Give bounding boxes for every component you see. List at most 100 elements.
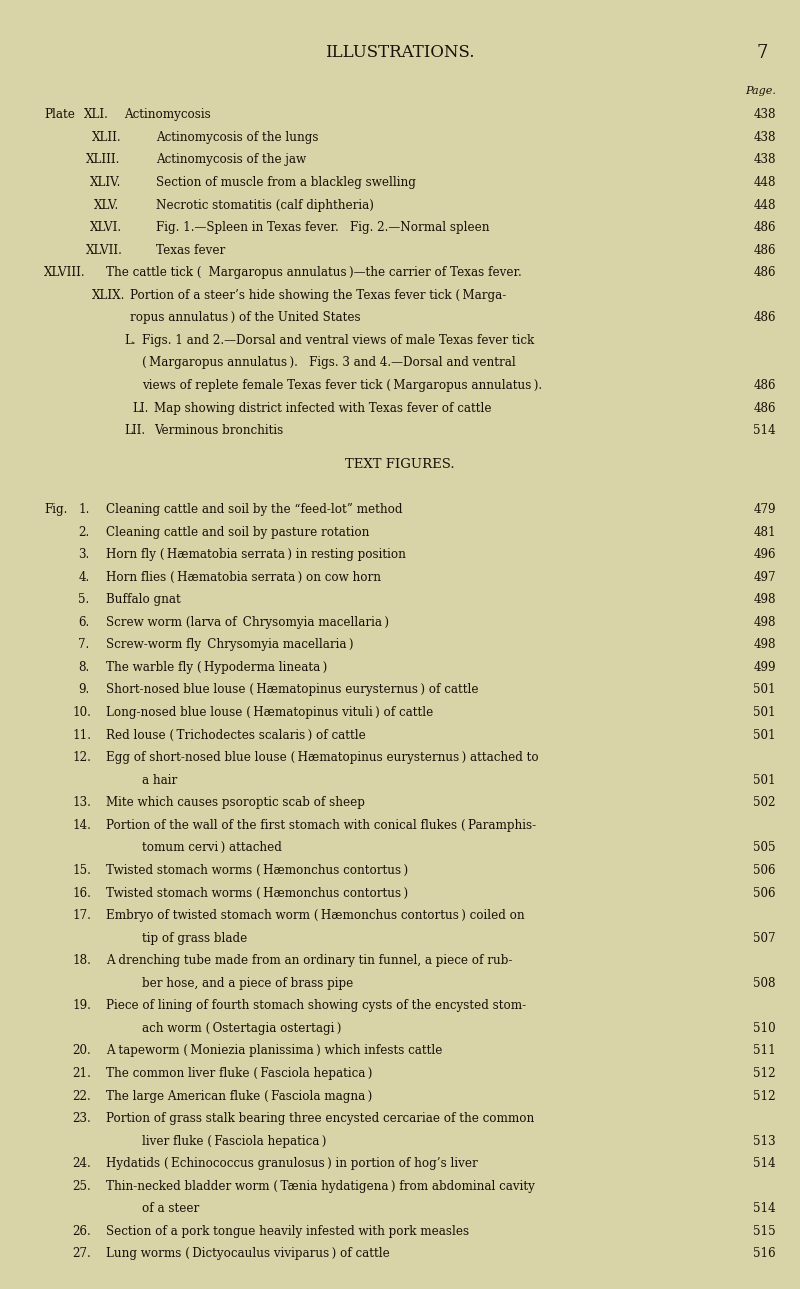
Text: 486: 486 [754,220,776,235]
Text: 512: 512 [754,1089,776,1102]
Text: Red louse ( Trichodectes scalaris ) of cattle: Red louse ( Trichodectes scalaris ) of c… [106,728,366,741]
Text: XLIV.: XLIV. [90,175,121,189]
Text: 510: 510 [754,1022,776,1035]
Text: 506: 506 [754,864,776,877]
Text: Fig. 1.—Spleen in Texas fever.   Fig. 2.—Normal spleen: Fig. 1.—Spleen in Texas fever. Fig. 2.—N… [156,220,490,235]
Text: 22.: 22. [72,1089,90,1102]
Text: Page.: Page. [745,86,776,97]
Text: 14.: 14. [72,819,91,831]
Text: 496: 496 [754,548,776,561]
Text: 497: 497 [754,571,776,584]
Text: LII.: LII. [124,424,145,437]
Text: 486: 486 [754,311,776,325]
Text: Piece of lining of fourth stomach showing cysts of the encysted stom-: Piece of lining of fourth stomach showin… [106,999,526,1012]
Text: Necrotic stomatitis (calf diphtheria): Necrotic stomatitis (calf diphtheria) [156,199,374,211]
Text: 27.: 27. [72,1248,90,1261]
Text: ( Margaropus annulatus ).   Figs. 3 and 4.—Dorsal and ventral: ( Margaropus annulatus ). Figs. 3 and 4.… [142,356,516,370]
Text: Twisted stomach worms ( Hæmonchus contortus ): Twisted stomach worms ( Hæmonchus contor… [106,864,409,877]
Text: 448: 448 [754,175,776,189]
Text: 21.: 21. [72,1067,91,1080]
Text: 479: 479 [754,503,776,516]
Text: Hydatids ( Echinococcus granulosus ) in portion of hog’s liver: Hydatids ( Echinococcus granulosus ) in … [106,1158,478,1170]
Text: Short-nosed blue louse ( Hæmatopinus eurysternus ) of cattle: Short-nosed blue louse ( Hæmatopinus eur… [106,683,479,696]
Text: Thin-necked bladder worm ( Tænia hydatigena ) from abdominal cavity: Thin-necked bladder worm ( Tænia hydatig… [106,1179,535,1192]
Text: 18.: 18. [72,954,91,967]
Text: 24.: 24. [72,1158,90,1170]
Text: The large American fluke ( Fasciola magna ): The large American fluke ( Fasciola magn… [106,1089,373,1102]
Text: 17.: 17. [72,909,91,922]
Text: Verminous bronchitis: Verminous bronchitis [154,424,284,437]
Text: XLVIII.: XLVIII. [44,266,86,280]
Text: a hair: a hair [142,773,178,786]
Text: Texas fever: Texas fever [156,244,226,257]
Text: Actinomycosis of the jaw: Actinomycosis of the jaw [156,153,306,166]
Text: 499: 499 [754,661,776,674]
Text: Screw worm (larva of  Chrysomyia macellaria ): Screw worm (larva of Chrysomyia macellar… [106,616,390,629]
Text: Fig.: Fig. [44,503,67,516]
Text: 486: 486 [754,244,776,257]
Text: Egg of short-nosed blue louse ( Hæmatopinus eurysternus ) attached to: Egg of short-nosed blue louse ( Hæmatopi… [106,751,539,764]
Text: Map showing district infected with Texas fever of cattle: Map showing district infected with Texas… [154,401,492,415]
Text: 486: 486 [754,266,776,280]
Text: 486: 486 [754,401,776,415]
Text: The warble fly ( Hypoderma lineata ): The warble fly ( Hypoderma lineata ) [106,661,328,674]
Text: XLVII.: XLVII. [86,244,123,257]
Text: Actinomycosis of the lungs: Actinomycosis of the lungs [156,130,318,144]
Text: 514: 514 [754,424,776,437]
Text: Actinomycosis: Actinomycosis [124,108,210,121]
Text: Horn fly ( Hæmatobia serrata ) in resting position: Horn fly ( Hæmatobia serrata ) in restin… [106,548,406,561]
Text: 3.: 3. [78,548,90,561]
Text: Plate: Plate [44,108,75,121]
Text: 501: 501 [754,706,776,719]
Text: XLIII.: XLIII. [86,153,121,166]
Text: 7.: 7. [78,638,90,651]
Text: 25.: 25. [72,1179,90,1192]
Text: Mite which causes psoroptic scab of sheep: Mite which causes psoroptic scab of shee… [106,797,366,809]
Text: views of replete female Texas fever tick ( Margaropus annulatus ).: views of replete female Texas fever tick… [142,379,542,392]
Text: 506: 506 [754,887,776,900]
Text: Horn flies ( Hæmatobia serrata ) on cow horn: Horn flies ( Hæmatobia serrata ) on cow … [106,571,382,584]
Text: 5.: 5. [78,593,90,606]
Text: 2.: 2. [78,526,90,539]
Text: 516: 516 [754,1248,776,1261]
Text: 514: 514 [754,1203,776,1216]
Text: 512: 512 [754,1067,776,1080]
Text: 438: 438 [754,130,776,144]
Text: 501: 501 [754,728,776,741]
Text: Screw-worm fly  Chrysomyia macellaria ): Screw-worm fly Chrysomyia macellaria ) [106,638,354,651]
Text: of a steer: of a steer [142,1203,200,1216]
Text: tip of grass blade: tip of grass blade [142,932,248,945]
Text: 498: 498 [754,638,776,651]
Text: 6.: 6. [78,616,90,629]
Text: 481: 481 [754,526,776,539]
Text: A tapeworm ( Moniezia planissima ) which infests cattle: A tapeworm ( Moniezia planissima ) which… [106,1044,442,1057]
Text: The common liver fluke ( Fasciola hepatica ): The common liver fluke ( Fasciola hepati… [106,1067,373,1080]
Text: 511: 511 [754,1044,776,1057]
Text: 8.: 8. [78,661,90,674]
Text: Portion of grass stalk bearing three encysted cercariae of the common: Portion of grass stalk bearing three enc… [106,1112,534,1125]
Text: Cleaning cattle and soil by the “feed-lot” method: Cleaning cattle and soil by the “feed-lo… [106,503,403,516]
Text: ILLUSTRATIONS.: ILLUSTRATIONS. [326,44,474,61]
Text: 4.: 4. [78,571,90,584]
Text: Section of a pork tongue heavily infested with pork measles: Section of a pork tongue heavily infeste… [106,1225,470,1237]
Text: 513: 513 [754,1134,776,1147]
Text: The cattle tick (   Margaropus annulatus )—the carrier of Texas fever.: The cattle tick ( Margaropus annulatus )… [106,266,522,280]
Text: Portion of a steer’s hide showing the Texas fever tick ( Marga-: Portion of a steer’s hide showing the Te… [130,289,506,302]
Text: XLIX.: XLIX. [92,289,126,302]
Text: 438: 438 [754,153,776,166]
Text: 9.: 9. [78,683,90,696]
Text: 501: 501 [754,773,776,786]
Text: 15.: 15. [72,864,91,877]
Text: 501: 501 [754,683,776,696]
Text: A drenching tube made from an ordinary tin funnel, a piece of rub-: A drenching tube made from an ordinary t… [106,954,513,967]
Text: XLVI.: XLVI. [90,220,122,235]
Text: ber hose, and a piece of brass pipe: ber hose, and a piece of brass pipe [142,977,354,990]
Text: 19.: 19. [72,999,91,1012]
Text: LI.: LI. [132,401,148,415]
Text: 505: 505 [754,842,776,855]
Text: 16.: 16. [72,887,91,900]
Text: Buffalo gnat: Buffalo gnat [106,593,181,606]
Text: XLI.: XLI. [84,108,109,121]
Text: 26.: 26. [72,1225,90,1237]
Text: Cleaning cattle and soil by pasture rotation: Cleaning cattle and soil by pasture rota… [106,526,370,539]
